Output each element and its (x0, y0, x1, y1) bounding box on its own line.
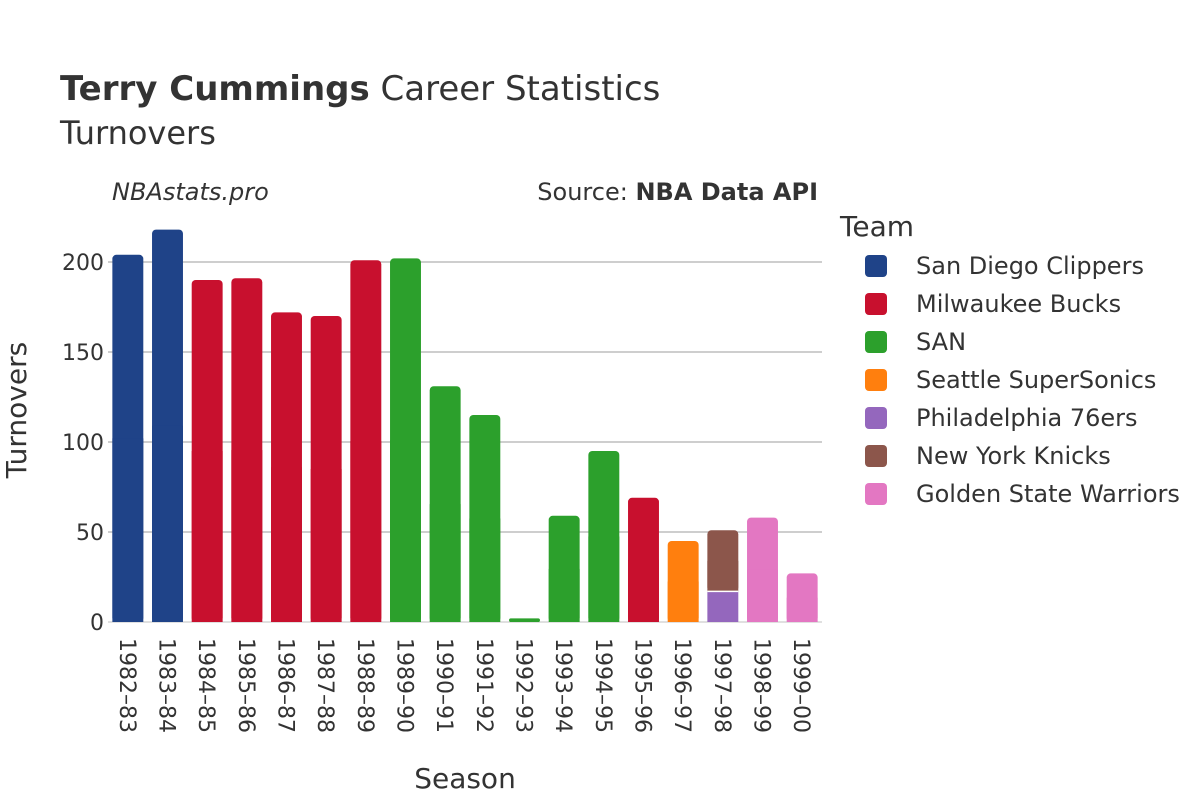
chart-title-player: Terry Cummings (60, 69, 370, 109)
bars (112, 229, 818, 623)
bar-segment-base (548, 568, 580, 622)
legend-item[interactable]: SAN (865, 328, 966, 356)
bar-segment-base (707, 560, 739, 592)
bar-segment-base (747, 569, 778, 622)
legend-item[interactable]: San Diego Clippers (865, 252, 1144, 280)
bar-segment-base (191, 451, 223, 622)
y-tick-label: 50 (76, 521, 104, 546)
legend-item[interactable]: New York Knicks (865, 442, 1111, 470)
x-tick-label: 1998–99 (749, 638, 774, 733)
x-tick-label: 1999–00 (788, 638, 813, 733)
bar-segment-base (469, 518, 501, 622)
source-name: NBA Data API (635, 178, 818, 206)
x-axis-title: Season (414, 762, 516, 795)
x-tick-label: 1982–83 (114, 638, 139, 733)
legend-swatch (865, 293, 887, 315)
legend-label: Seattle SuperSonics (916, 366, 1156, 394)
x-tick-label: 1996–97 (669, 638, 694, 733)
chart-subtitle: Turnovers (59, 114, 216, 152)
legend-label: SAN (916, 328, 966, 356)
bar-segment-base (152, 425, 183, 622)
x-tick-label: 1991–92 (471, 638, 496, 733)
legend-item[interactable]: Philadelphia 76ers (865, 404, 1138, 432)
y-tick-label: 200 (62, 251, 104, 276)
legend-item[interactable]: Golden State Warriors (865, 480, 1180, 508)
brand-watermark: NBAstats.pro (112, 178, 269, 206)
gridlines (108, 261, 822, 623)
x-tick-label: 1993–94 (550, 638, 575, 733)
legend-label: New York Knicks (916, 442, 1111, 470)
bar-segment-base (667, 581, 699, 622)
legend-item[interactable]: Milwaukee Bucks (865, 290, 1121, 318)
legend-swatch (865, 255, 887, 277)
bar-segment-base (112, 438, 144, 622)
legend-label: San Diego Clippers (916, 252, 1144, 280)
x-tick-label: 1992–93 (511, 638, 536, 733)
bar-segment-base (588, 536, 620, 622)
legend-label: Philadelphia 76ers (916, 404, 1138, 432)
y-axis-title: Turnovers (0, 342, 33, 479)
source-prefix: Source: (537, 178, 635, 206)
legend-item[interactable]: Seattle SuperSonics (865, 366, 1156, 394)
legend-swatch (865, 445, 887, 467)
x-tick-label: 1997–98 (709, 638, 734, 733)
x-tick-label: 1985–86 (233, 638, 258, 733)
chart-title-rest: Career Statistics (370, 69, 661, 109)
bar-segment (707, 591, 739, 622)
bar-segment-base (350, 441, 382, 622)
x-tick-label: 1995–96 (630, 638, 655, 733)
x-tick-label: 1987–88 (312, 638, 337, 733)
x-tick-label: 1990–91 (431, 638, 456, 733)
y-tick-label: 100 (62, 431, 104, 456)
bar-segment-base (390, 440, 421, 622)
x-tick-label: 1986–87 (273, 638, 298, 733)
legend-title: Team (839, 210, 914, 243)
bar-segment (509, 618, 540, 622)
source-credit: Source: NBA Data API (537, 178, 818, 206)
x-tick-label: 1989–90 (392, 638, 417, 733)
bar-segment-base (310, 469, 342, 622)
bar-segment-base (271, 467, 302, 622)
bar-segment-base (231, 450, 263, 622)
x-tick-label: 1984–85 (193, 638, 218, 733)
chart-title: Terry Cummings Career Statistics (60, 69, 660, 109)
legend: Team San Diego Clippers Milwaukee Bucks SA… (839, 210, 1180, 508)
legend-swatch (865, 331, 887, 353)
legend-swatch (865, 407, 887, 429)
x-tick-label: 1994–95 (590, 638, 615, 733)
legend-swatch (865, 369, 887, 391)
bar-segment-base (786, 597, 818, 622)
y-axis-ticks: 0 50 100 150 200 (62, 251, 104, 636)
legend-swatch (865, 483, 887, 505)
y-tick-label: 0 (90, 611, 104, 636)
x-tick-label: 1983–84 (154, 638, 179, 733)
y-tick-label: 150 (62, 341, 104, 366)
bar-segment-base (429, 504, 461, 622)
x-tick-label: 1988–89 (352, 638, 377, 733)
bar-segment-base (628, 559, 659, 622)
x-axis-ticks: 1982–83 1983–84 1984–85 1985–86 1986–87 1987–… (114, 638, 813, 733)
legend-label: Golden State Warriors (916, 480, 1180, 508)
legend-label: Milwaukee Bucks (916, 290, 1121, 318)
